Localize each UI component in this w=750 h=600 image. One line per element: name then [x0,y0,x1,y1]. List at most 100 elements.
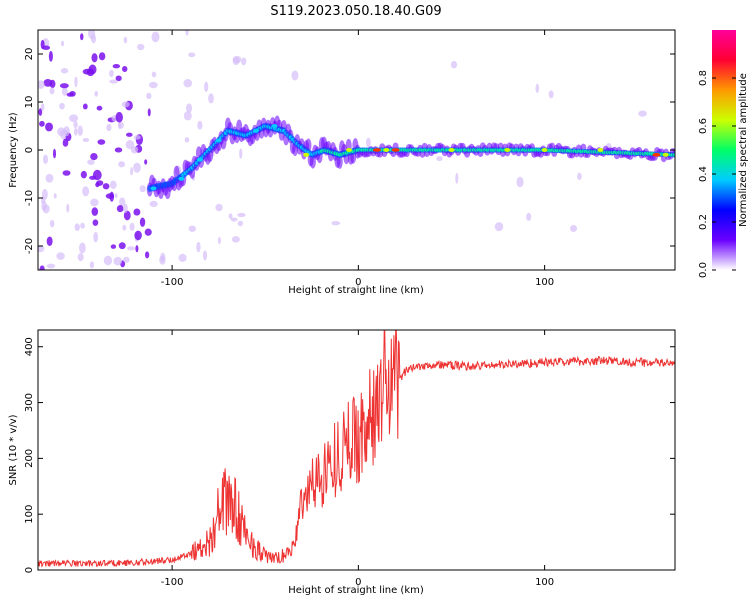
noise-speck [53,193,57,199]
noise-speck [91,53,98,63]
noise-speck [638,110,647,117]
noise-speck [121,101,130,108]
noise-speck [91,207,99,216]
noise-speck [118,161,126,168]
noise-speck [40,39,45,50]
noise-speck [196,241,201,253]
ridge-hotspot [541,148,548,152]
noise-speck [291,70,299,81]
noise-speck [130,167,134,176]
y-tick-label: 100 [24,505,35,524]
y-tick-label: 20 [24,48,35,61]
snr-ylabel: SNR (10 * v/v) [8,414,19,485]
colorbar-tick-label: 0.2 [698,214,709,230]
noise-speck [80,222,85,229]
noise-speck [114,193,118,198]
noise-speck [49,87,55,95]
noise-speck [39,265,45,270]
noise-speck [215,203,223,212]
noise-speck [144,159,148,165]
noise-speck [118,242,126,250]
noise-speck [208,93,214,104]
noise-speck [184,137,190,143]
noise-specks [38,30,647,270]
noise-speck [38,245,45,253]
ridge-hotspot [271,124,278,128]
noise-speck [137,43,145,51]
noise-speck [204,81,209,93]
noise-speck [42,154,49,165]
noise-speck [52,148,57,159]
noise-speck [126,132,133,137]
ridge-peak [391,148,400,152]
noise-speck [90,152,98,161]
noise-speck [450,60,458,69]
noise-speck [185,103,193,113]
x-tick-label: 0 [355,577,361,588]
y-tick-label: -20 [24,238,35,254]
noise-speck [96,105,103,111]
noise-speck [94,90,99,97]
snr-line [38,330,675,568]
noise-speck [40,103,45,112]
noise-speck [123,256,130,263]
ridge-hotspot [150,186,157,191]
noise-speck [118,121,122,129]
noise-speck [113,256,123,266]
y-tick-label: 0 [24,147,35,153]
noise-speck [87,159,95,165]
noise-speck [66,92,74,97]
ridge-hotspot [197,157,204,162]
noise-speck [49,79,56,89]
noise-speck [78,242,86,254]
noise-speck [41,200,47,211]
noise-speck [202,250,208,261]
noise-speck [146,92,152,100]
noise-speck [133,208,141,216]
y-tick-label: -10 [24,190,35,206]
noise-speck [89,261,95,269]
noise-speck [237,220,244,227]
y-tick-label: 10 [24,96,35,109]
noise-speck [109,79,119,84]
noise-speck [45,122,54,132]
noise-speck [61,86,68,96]
noise-speck [48,50,53,62]
noise-speck [133,135,141,140]
noise-speck [365,137,371,148]
noise-speck [122,203,128,214]
noise-speck [122,224,127,231]
noise-speck [148,81,158,89]
noise-speck [331,221,341,226]
noise-speck [89,175,97,180]
noise-speck [103,255,113,266]
noise-speck [217,237,221,245]
noise-speck [526,212,532,221]
ridge-outer [336,154,343,169]
noise-speck [38,108,43,116]
ridge-band [146,115,675,200]
noise-speck [239,148,243,159]
noise-speck [123,210,131,221]
noise-speck [115,75,122,82]
x-tick-label: 100 [535,577,554,588]
noise-speck [147,108,151,117]
ridge-hotspot [597,148,604,152]
colorbar: 0.0 0.2 0.4 0.6 0.8 Normalized spectral ampl… [698,30,749,278]
noise-speck [77,253,84,262]
noise-speck [197,120,203,130]
noise-speck [516,176,524,188]
noise-speck [97,139,106,145]
noise-speck [77,125,83,136]
noise-speck [130,146,139,154]
noise-speck [46,263,56,269]
ridge-peak [652,153,661,157]
noise-speck [45,173,54,183]
noise-speck [455,172,459,184]
ridge-hotspot [346,148,353,152]
snr-panel: -100 0 100 0 100 200 300 400 Height of straight… [8,329,676,596]
noise-speck [570,224,578,233]
x-tick-label: -100 [161,577,184,588]
colorbar-tick-label: 0.6 [698,118,709,134]
